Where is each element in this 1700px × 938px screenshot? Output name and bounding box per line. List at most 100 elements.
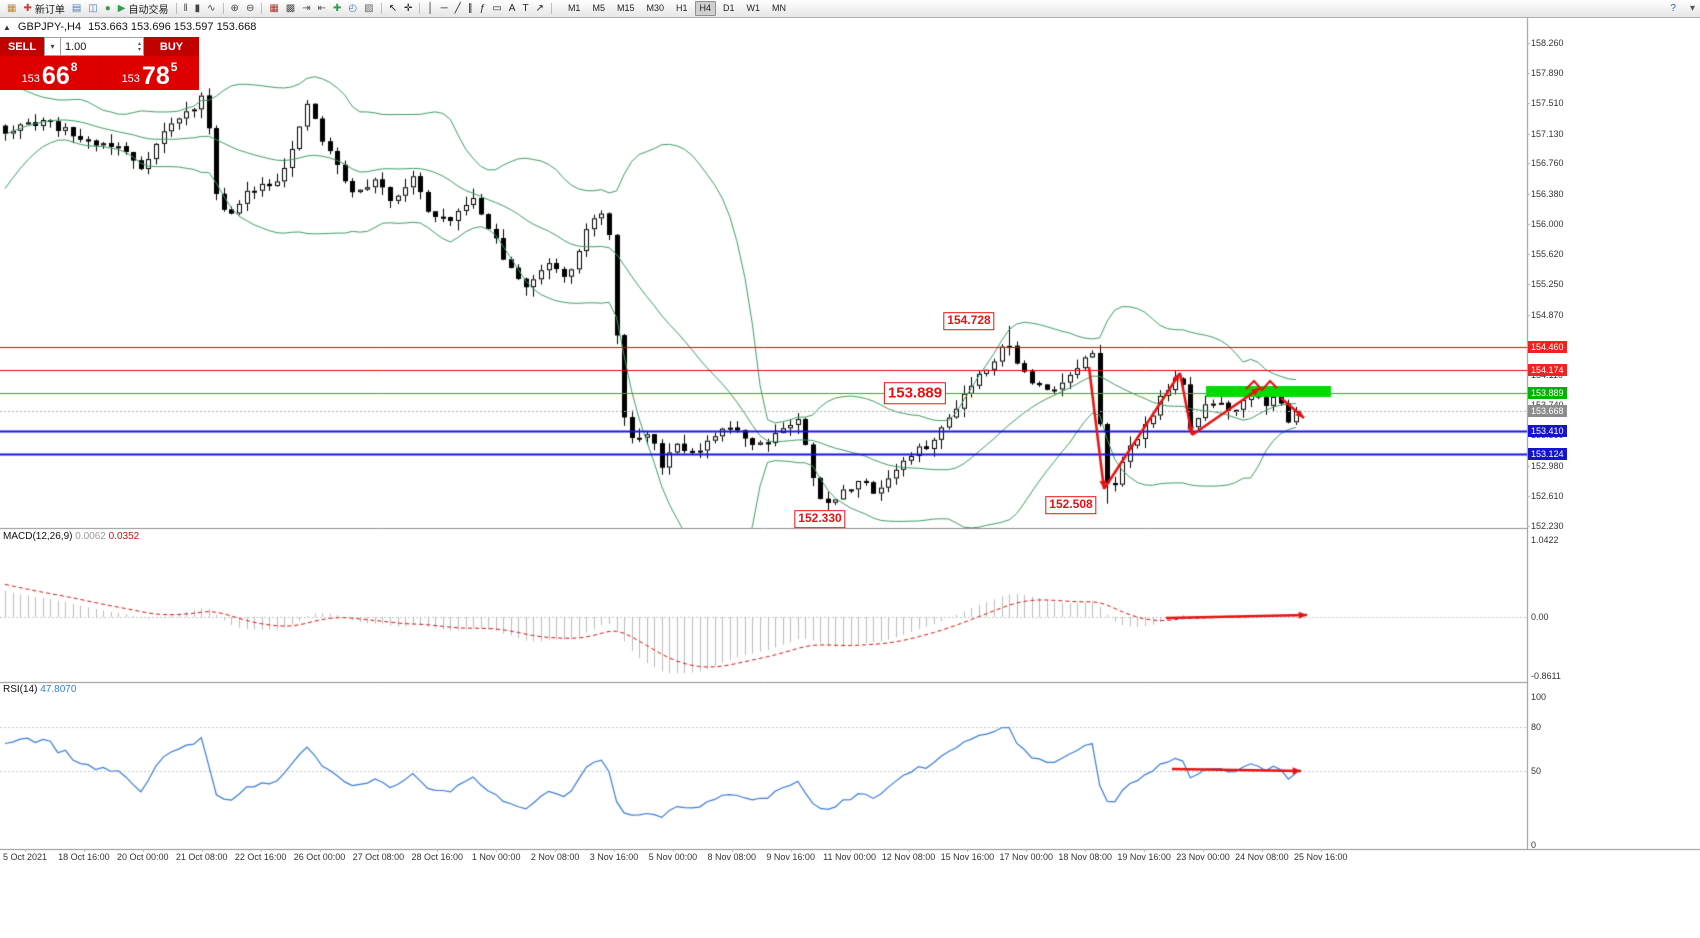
chart-shift-icon: ⇤ bbox=[317, 3, 327, 14]
profiles-icon[interactable]: ◫ bbox=[85, 1, 100, 16]
new-chart-icon[interactable]: ▦ bbox=[4, 1, 19, 16]
new-order-button-label: 新订单 bbox=[34, 5, 65, 16]
new-chart-icon: ▦ bbox=[7, 3, 17, 14]
price-grid-label: 154.870 bbox=[1531, 309, 1564, 320]
one-click-trading-panel: SELL ▾ 1.00 ▴ ▾ BUY 153 66 8 153 78 5 bbox=[0, 37, 199, 90]
macd-axis-label: 0.00 bbox=[1531, 612, 1549, 622]
time-label: 17 Nov 00:00 bbox=[999, 852, 1054, 862]
auto-scroll-icon[interactable]: ⇥ bbox=[299, 1, 313, 16]
vertical-line-icon[interactable]: │ bbox=[424, 1, 436, 16]
price-tag: 153.124 bbox=[1528, 448, 1567, 461]
rsi-value: 47.8070 bbox=[40, 684, 77, 695]
charts-icon: ▤ bbox=[71, 3, 82, 14]
tile-windows-icon[interactable]: ▦ bbox=[266, 1, 281, 16]
price-grid-label: 156.760 bbox=[1531, 158, 1564, 169]
price-tag: 153.410 bbox=[1528, 425, 1567, 438]
time-label: 23 Nov 00:00 bbox=[1176, 852, 1230, 862]
channel-icon[interactable]: ∥ bbox=[465, 1, 476, 16]
timeframe-h4[interactable]: H4 bbox=[694, 1, 717, 16]
help-icon[interactable]: ? bbox=[1670, 3, 1676, 14]
buy-button[interactable]: BUY bbox=[144, 37, 199, 56]
market-watch-icon[interactable]: ● bbox=[102, 1, 114, 16]
sell-price[interactable]: 153 66 8 bbox=[0, 56, 100, 90]
label-icon[interactable]: T bbox=[519, 1, 531, 16]
volume-dropdown-icon[interactable]: ▾ bbox=[44, 37, 61, 56]
arrow-objects-icon[interactable]: ↗ bbox=[533, 1, 547, 16]
fibonacci-icon: ƒ bbox=[479, 3, 486, 14]
time-label: 22 Oct 16:00 bbox=[234, 852, 287, 862]
toolbar: ▦ ✚ 新订单 ▤ ◫ ● ▶ 自动交易 ‖ ▮ ∿ ⊕ ⊖ ▦ ▩ ⇥ ⇤ ✚ ◴ ▨ ↖ ✛ │ ─ ╱ ∥ ƒ ▭ A T ↗ M1 M5… bbox=[0, 0, 1700, 18]
timeframe-m5[interactable]: M5 bbox=[592, 3, 605, 13]
price-grid-label: 156.000 bbox=[1531, 219, 1564, 230]
macd-signal-value: 0.0352 bbox=[108, 531, 140, 542]
symbol-marker-icon: ▲ bbox=[3, 22, 11, 32]
sell-button[interactable]: SELL bbox=[0, 37, 44, 56]
time-label: 5 Oct 2021 bbox=[2, 852, 48, 862]
periods-icon[interactable]: ◴ bbox=[345, 1, 360, 16]
indicators-add-icon[interactable]: ✚ bbox=[330, 1, 344, 16]
chart-annotation: 154.728 bbox=[943, 312, 995, 330]
toolbar-separator bbox=[550, 3, 552, 14]
cascade-windows-icon[interactable]: ▩ bbox=[283, 1, 298, 16]
timeframe-switcher: M1 M5 M15 M30 H1 H4 D1 W1 MN bbox=[562, 1, 792, 16]
timeframe-m1[interactable]: M1 bbox=[567, 3, 581, 13]
templates-icon: ▨ bbox=[364, 3, 374, 14]
fibonacci-icon[interactable]: ƒ bbox=[477, 1, 489, 16]
chart-annotation: 152.330 bbox=[794, 510, 846, 528]
time-label: 21 Oct 08:00 bbox=[175, 852, 228, 862]
trendline-icon[interactable]: ╱ bbox=[452, 1, 464, 16]
timeframe-d1[interactable]: D1 bbox=[723, 3, 735, 13]
rsi-name: RSI(14) bbox=[3, 684, 38, 695]
macd-name: MACD(12,26,9) bbox=[3, 531, 73, 542]
zoom-out-icon[interactable]: ⊖ bbox=[243, 1, 257, 16]
horizontal-line-icon: ─ bbox=[440, 3, 448, 14]
templates-icon[interactable]: ▨ bbox=[361, 1, 376, 16]
crosshair-icon: ✛ bbox=[403, 3, 413, 14]
zoom-in-icon[interactable]: ⊕ bbox=[228, 1, 242, 16]
symbol-name: GBPJPY-,H4 bbox=[17, 21, 82, 33]
collapse-toolbar-icon[interactable]: ▾ bbox=[1689, 3, 1695, 14]
timeframe-m15[interactable]: M15 bbox=[616, 3, 635, 13]
text-icon[interactable]: A bbox=[506, 1, 519, 16]
time-label: 11 Nov 00:00 bbox=[823, 852, 877, 862]
macd-label: MACD(12,26,9) 0.0062 0.0352 bbox=[3, 531, 139, 542]
timeframe-m30[interactable]: M30 bbox=[646, 3, 664, 13]
horizontal-line-icon[interactable]: ─ bbox=[438, 1, 451, 16]
price-grid-label: 157.890 bbox=[1531, 67, 1564, 78]
shapes-icon[interactable]: ▭ bbox=[489, 1, 504, 16]
timeframe-h1[interactable]: H1 bbox=[676, 3, 688, 13]
toolbar-separator bbox=[419, 3, 421, 14]
chart-shift-icon[interactable]: ⇤ bbox=[315, 1, 329, 16]
text-icon: A bbox=[508, 3, 516, 14]
time-label: 2 Nov 08:00 bbox=[530, 852, 580, 862]
line-chart-mode-icon: ∿ bbox=[207, 3, 216, 14]
line-chart-mode-icon[interactable]: ∿ bbox=[204, 1, 218, 16]
buy-price[interactable]: 153 78 5 bbox=[100, 56, 199, 90]
chart-annotation: 152.508 bbox=[1045, 496, 1097, 514]
autotrading-button[interactable]: ▶ 自动交易 bbox=[115, 1, 172, 16]
rsi-axis-label: 100 bbox=[1531, 692, 1547, 702]
autotrading-button-label: 自动交易 bbox=[128, 5, 169, 16]
crosshair-icon[interactable]: ✛ bbox=[401, 1, 415, 16]
price-grid-label: 152.610 bbox=[1531, 490, 1564, 501]
price-grid-label: 152.980 bbox=[1531, 460, 1564, 471]
timeframe-mn[interactable]: MN bbox=[772, 3, 787, 13]
timeframe-w1[interactable]: W1 bbox=[746, 3, 761, 13]
toolbar-separator bbox=[222, 3, 224, 14]
symbol-ohlc-info: ▲ GBPJPY-,H4 153.663 153.696 153.597 153… bbox=[3, 21, 256, 33]
volume-stepper[interactable]: ▴ ▾ bbox=[137, 40, 141, 53]
price-grid-label: 152.230 bbox=[1531, 521, 1564, 531]
new-order-button[interactable]: ✚ 新订单 bbox=[20, 1, 67, 16]
tile-windows-icon: ▦ bbox=[269, 3, 279, 14]
volume-input[interactable]: 1.00 ▴ ▾ bbox=[61, 37, 144, 56]
buy-price-pip: 5 bbox=[170, 60, 178, 74]
macd-axis-label: 1.0422 bbox=[1531, 534, 1559, 545]
candlestick-mode-icon[interactable]: ▮ bbox=[192, 1, 204, 16]
time-label: 20 Oct 00:00 bbox=[117, 852, 169, 862]
cursor-icon[interactable]: ↖ bbox=[386, 1, 400, 16]
bar-chart-mode-icon[interactable]: ‖ bbox=[181, 1, 191, 16]
time-label: 24 Nov 08:00 bbox=[1235, 852, 1289, 862]
time-label: 9 Nov 16:00 bbox=[766, 852, 815, 862]
charts-icon[interactable]: ▤ bbox=[69, 1, 84, 16]
